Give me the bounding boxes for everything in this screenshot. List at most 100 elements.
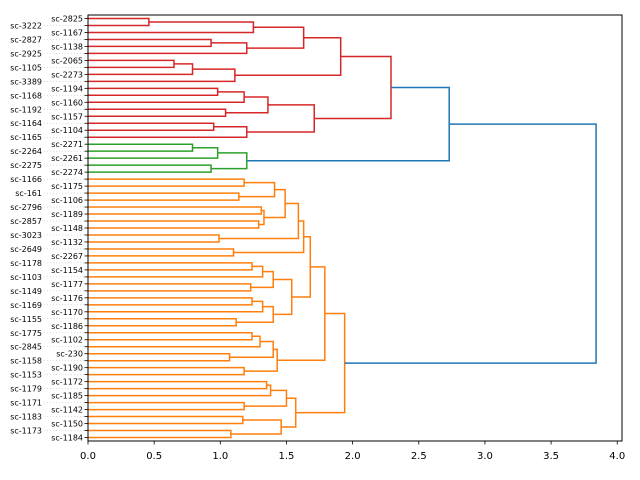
- dendrogram-link: [291, 235, 312, 298]
- leaf-label: sc-1165: [10, 133, 42, 142]
- leaf-label: sc-2261: [51, 154, 83, 163]
- leaf-label: sc-1192: [10, 105, 42, 114]
- dendrogram-link: [344, 123, 597, 364]
- dendrogram-link: [277, 266, 326, 362]
- leaf-label: sc-1775: [10, 329, 42, 338]
- dendrogram-link: [273, 278, 293, 316]
- dendrogram-link: [88, 248, 235, 257]
- dendrogram-link: [88, 265, 264, 278]
- leaf-label: sc-1132: [51, 238, 83, 247]
- leaf-label: sc-1158: [10, 357, 42, 366]
- dendrogram-link: [88, 87, 219, 97]
- leaf-label: sc-1172: [51, 378, 83, 387]
- leaf-label: sc-1153: [10, 371, 42, 380]
- plot-frame: [87, 14, 623, 442]
- leaf-label: sc-1104: [51, 126, 83, 135]
- leaf-label: sc-1183: [10, 413, 42, 422]
- x-tick-label: 0.0: [80, 451, 96, 462]
- leaf-label: sc-1189: [51, 210, 83, 219]
- dendrogram-link: [246, 86, 450, 162]
- dendrogram-link: [88, 143, 194, 152]
- leaf-label: sc-2274: [51, 168, 83, 177]
- leaf-label: sc-1169: [10, 301, 42, 310]
- leaf-label: sc-2273: [51, 70, 83, 79]
- leaf-label: sc-1138: [51, 42, 83, 51]
- leaf-label: sc-1102: [51, 336, 83, 345]
- dendrogram-links: [88, 17, 597, 439]
- leaf-label: sc-1105: [10, 63, 42, 72]
- x-tick-label: 1.5: [279, 451, 295, 462]
- dendrogram-link: [88, 63, 194, 76]
- leaf-label: sc-1167: [51, 28, 83, 37]
- leaf-label: sc-1168: [10, 91, 42, 100]
- leaf-label: sc-1166: [10, 175, 42, 184]
- leaf-label: sc-1186: [51, 322, 83, 331]
- leaf-label: sc-2796: [10, 203, 42, 212]
- dendrogram-link: [230, 419, 282, 435]
- dendrogram-link: [233, 220, 305, 254]
- leaf-label: sc-230: [56, 350, 83, 359]
- leaf-label: sc-2264: [10, 147, 42, 156]
- leaf-label: sc-1171: [10, 399, 42, 408]
- leaf-label: sc-1178: [10, 259, 42, 268]
- leaf-label: sc-1194: [51, 84, 83, 93]
- leaf-label: sc-1173: [10, 427, 42, 436]
- leaf-label: sc-3023: [10, 231, 42, 240]
- leaf-label: sc-1179: [10, 385, 42, 394]
- leaf-label: sc-1154: [51, 266, 83, 275]
- leaf-label: sc-1106: [51, 196, 83, 205]
- leaf-label: sc-2845: [10, 343, 42, 352]
- dendrogram-link: [88, 146, 219, 159]
- leaf-label: sc-1177: [51, 280, 83, 289]
- dendrogram-link: [246, 26, 305, 49]
- dendrogram-link: [88, 332, 253, 341]
- leaf-label: sc-2925: [10, 49, 42, 58]
- x-tick-label: 4.0: [609, 451, 625, 462]
- dendrogram-link: [281, 397, 297, 428]
- x-tick-label: 0.5: [146, 451, 162, 462]
- dendrogram-link: [88, 300, 264, 313]
- leaf-label: sc-1149: [10, 287, 42, 296]
- dendrogram-link: [244, 348, 278, 372]
- leaf-label: sc-1176: [51, 294, 83, 303]
- leaf-labels: sc-2825 sc-3222 sc-1167 sc-2827 sc-1138 sc-29…: [10, 14, 88, 443]
- x-axis-ticks: 0.0 0.5 1.0 1.5 2.0 2.5 3.0 3.5 4.0: [80, 441, 625, 462]
- x-tick-label: 2.5: [411, 451, 427, 462]
- leaf-label: sc-1142: [51, 406, 83, 415]
- leaf-label: sc-1155: [10, 315, 42, 324]
- dendrogram-link: [88, 42, 248, 55]
- dendrogram-link: [88, 318, 237, 327]
- leaf-label: sc-1157: [51, 112, 83, 121]
- dendrogram-link: [88, 125, 248, 138]
- x-tick-label: 3.5: [543, 451, 559, 462]
- dendrogram-link: [88, 262, 253, 271]
- dendrogram-link: [88, 234, 220, 243]
- leaf-label: sc-2857: [10, 217, 42, 226]
- leaf-label: sc-2065: [51, 56, 83, 65]
- x-tick-label: 1.0: [212, 451, 228, 462]
- leaf-label: sc-1148: [51, 224, 83, 233]
- dendrogram-link: [88, 68, 236, 83]
- leaf-label: sc-1184: [51, 434, 83, 443]
- dendrogram-link: [88, 380, 268, 390]
- leaf-label: sc-2271: [51, 140, 83, 149]
- dendrogram-link: [211, 152, 248, 170]
- x-tick-label: 2.0: [345, 451, 361, 462]
- leaf-label: sc-1160: [51, 98, 83, 107]
- leaf-label: sc-2649: [10, 245, 42, 254]
- leaf-label: sc-1103: [10, 273, 42, 282]
- leaf-label: sc-2275: [10, 161, 42, 170]
- x-tick-label: 3.0: [477, 451, 493, 462]
- leaf-label: sc-1170: [51, 308, 83, 317]
- leaf-label: sc-1150: [51, 420, 83, 429]
- leaf-label: sc-161: [15, 189, 42, 198]
- leaf-label: sc-1190: [51, 364, 83, 373]
- leaf-label: sc-2825: [51, 14, 83, 23]
- dendrogram-link: [88, 297, 253, 306]
- leaf-label: sc-2827: [10, 35, 42, 44]
- dendrogram-link: [314, 55, 392, 120]
- leaf-label: sc-3222: [10, 21, 42, 30]
- leaf-label: sc-1185: [51, 392, 83, 401]
